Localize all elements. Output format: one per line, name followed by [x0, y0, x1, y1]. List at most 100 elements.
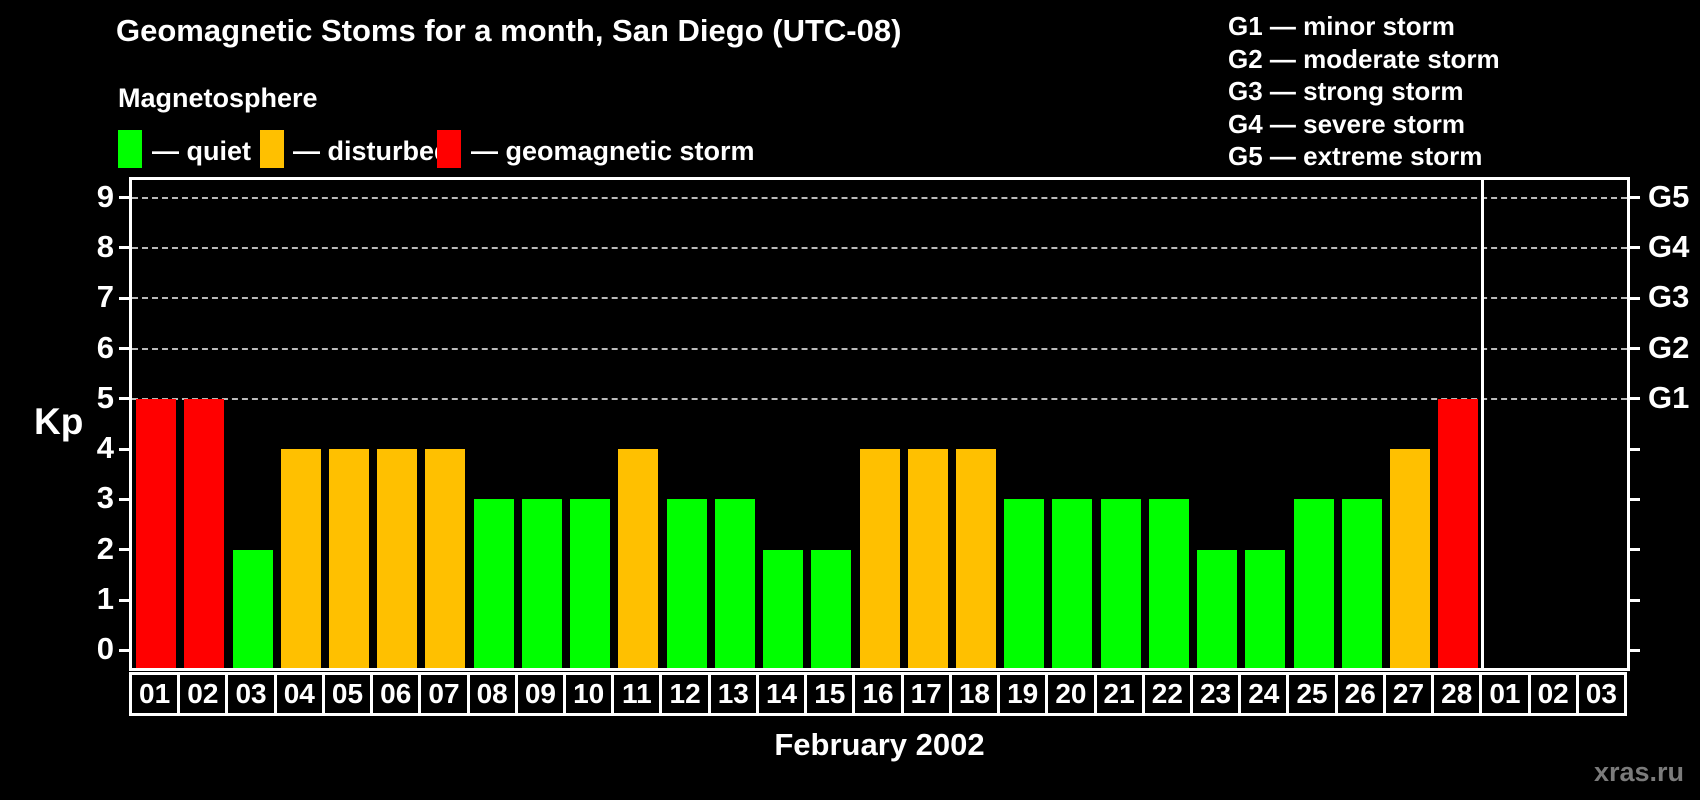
kp-bar-day-26 — [1341, 499, 1382, 668]
y-axis-tick-label-3: 3 — [96, 480, 114, 516]
day-label-cell-20: 20 — [1045, 672, 1097, 716]
day-label-cell-1: 01 — [129, 672, 181, 716]
y-axis-tick-left-4 — [119, 447, 132, 451]
g-scale-item-g4: G4 — severe storm — [1228, 108, 1466, 139]
chart-title: Geomagnetic Stoms for a month, San Diego… — [116, 13, 902, 48]
day-label-cell-31: 03 — [1575, 672, 1627, 716]
kp-bar-day-18 — [955, 449, 996, 668]
g-axis-label-g1: G1 — [1648, 379, 1690, 415]
kp-bar-day-27 — [1389, 449, 1430, 668]
y-axis-tick-right-3 — [1627, 497, 1640, 501]
day-label-cell-7: 07 — [418, 672, 470, 716]
legend-heading: Magnetosphere — [118, 83, 318, 113]
day-label-cell-19: 19 — [997, 672, 1049, 716]
y-axis-tick-right-1 — [1627, 598, 1640, 602]
kp-bar-day-07 — [425, 449, 466, 668]
kp-bar-day-15 — [811, 549, 852, 668]
g-scale-item-g2: G2 — moderate storm — [1228, 43, 1500, 74]
plot-area — [129, 177, 1630, 671]
kp-bar-day-09 — [521, 499, 562, 668]
y-axis-tick-left-7 — [119, 296, 132, 300]
day-label-cell-29: 01 — [1479, 672, 1531, 716]
kp-bar-day-16 — [859, 449, 900, 668]
y-axis-tick-label-4: 4 — [96, 430, 114, 466]
kp-bar-day-06 — [377, 449, 418, 668]
legend-label-disturbed: — disturbed — [293, 136, 451, 166]
kp-bar-day-17 — [907, 449, 948, 668]
y-axis-tick-right-2 — [1627, 548, 1640, 552]
y-axis-tick-label-8: 8 — [96, 228, 114, 264]
kp-bar-day-04 — [280, 449, 321, 668]
day-label-cell-22: 22 — [1141, 672, 1193, 716]
x-axis-title: February 2002 — [774, 727, 985, 762]
y-axis-tick-left-1 — [119, 598, 132, 602]
gridline-kp-5 — [132, 397, 1627, 400]
gridline-kp-7 — [132, 297, 1627, 300]
legend-swatch-disturbed — [260, 130, 284, 168]
y-axis-tick-left-8 — [119, 246, 132, 250]
g-axis-label-g4: G4 — [1648, 228, 1690, 264]
day-label-cell-10: 10 — [563, 672, 615, 716]
day-label-cell-30: 02 — [1527, 672, 1579, 716]
day-label-cell-21: 21 — [1093, 672, 1145, 716]
kp-bar-day-20 — [1052, 499, 1093, 668]
kp-bar-day-08 — [473, 499, 514, 668]
day-label-cell-15: 15 — [804, 672, 856, 716]
day-label-cell-9: 09 — [514, 672, 567, 716]
legend-label-quiet: — quiet — [152, 136, 251, 166]
day-label-cell-17: 17 — [900, 672, 952, 716]
y-axis-tick-left-9 — [119, 196, 132, 200]
kp-bar-day-02 — [184, 398, 225, 668]
gridline-kp-9 — [132, 196, 1627, 199]
gridline-kp-6 — [132, 347, 1627, 350]
g-axis-label-g3: G3 — [1648, 279, 1690, 315]
legend-label-storm: — geomagnetic storm — [471, 136, 755, 166]
g-axis-label-g2: G2 — [1648, 329, 1690, 365]
day-label-cell-13: 13 — [707, 672, 759, 716]
y-axis-tick-right-0 — [1627, 648, 1640, 652]
kp-bar-day-01 — [136, 398, 177, 668]
month-separator-line — [1480, 180, 1484, 668]
day-label-cell-23: 23 — [1189, 672, 1242, 716]
y-axis-tick-right-6 — [1627, 347, 1640, 351]
kp-bar-day-10 — [570, 499, 611, 668]
g-scale-item-g5: G5 — extreme storm — [1228, 141, 1483, 171]
kp-bar-day-28 — [1438, 398, 1479, 668]
kp-bar-day-03 — [232, 549, 273, 668]
day-label-cell-4: 04 — [273, 672, 325, 716]
y-axis-tick-label-9: 9 — [96, 178, 114, 214]
day-label-cell-14: 14 — [755, 672, 808, 716]
y-axis-tick-label-6: 6 — [96, 329, 114, 365]
kp-bar-day-24 — [1245, 549, 1286, 668]
kp-bar-day-25 — [1293, 499, 1334, 668]
kp-bar-day-19 — [1004, 499, 1045, 668]
y-axis-tick-label-1: 1 — [96, 581, 114, 617]
y-axis-tick-right-8 — [1627, 246, 1640, 250]
y-axis-tick-left-3 — [119, 497, 132, 501]
watermark: xras.ru — [1593, 757, 1684, 787]
day-label-cell-2: 02 — [177, 672, 229, 716]
y-axis-tick-right-4 — [1627, 447, 1640, 451]
kp-bar-day-12 — [666, 499, 707, 668]
kp-bar-day-23 — [1197, 549, 1238, 668]
y-axis-tick-right-7 — [1627, 296, 1640, 300]
g-axis-label-g5: G5 — [1648, 178, 1690, 214]
y-axis-tick-left-5 — [119, 397, 132, 401]
day-label-cell-6: 06 — [370, 672, 422, 716]
y-axis-tick-left-0 — [119, 648, 132, 652]
day-label-cell-3: 03 — [225, 672, 277, 716]
y-axis-tick-label-2: 2 — [96, 530, 114, 566]
kp-bar-day-11 — [618, 449, 659, 668]
y-axis-tick-left-6 — [119, 347, 132, 351]
y-axis-tick-label-0: 0 — [96, 631, 114, 667]
kp-axis-label: Kp — [34, 401, 84, 442]
day-label-cell-25: 25 — [1286, 672, 1338, 716]
legend-swatch-storm — [437, 130, 461, 168]
kp-bar-day-14 — [763, 549, 804, 668]
kp-bar-day-05 — [329, 449, 370, 668]
day-label-cell-16: 16 — [852, 672, 904, 716]
legend-swatch-quiet — [118, 130, 142, 168]
g-scale-item-g3: G3 — strong storm — [1228, 76, 1464, 106]
day-label-cell-26: 26 — [1334, 672, 1386, 716]
